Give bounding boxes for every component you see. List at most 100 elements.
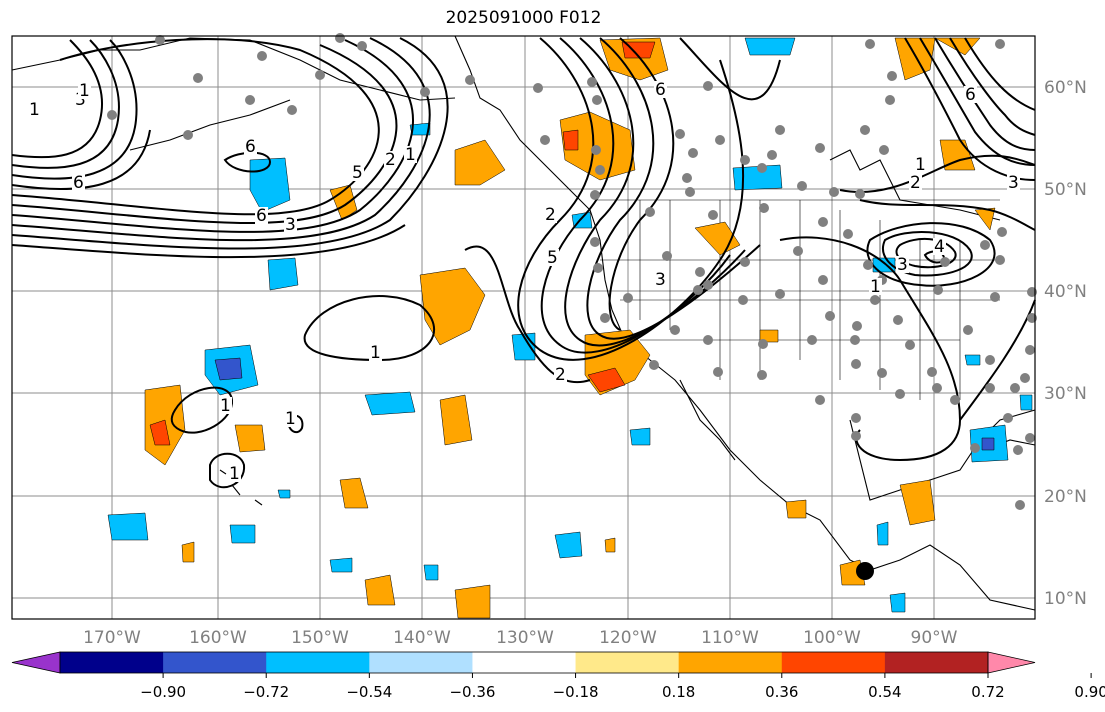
longitude-label: 140°W [393, 628, 451, 648]
contour-label: 1 [915, 155, 926, 175]
contour-label: 1 [79, 81, 90, 101]
contour-label: 3 [1008, 173, 1019, 193]
colorbar-tick-label: −0.54 [346, 683, 392, 701]
longitude-label: 130°W [496, 628, 554, 648]
contour-label-bg [284, 410, 297, 427]
storm-center-marker [856, 562, 874, 580]
contour-label-bg [219, 397, 232, 414]
contour-label: 1 [285, 409, 296, 429]
contour-label: 4 [934, 237, 945, 257]
colorbar-segment [472, 652, 577, 673]
latitude-label: 40°N [1044, 282, 1087, 302]
latitude-label: 60°N [1044, 78, 1087, 98]
colorbar-segment [678, 652, 783, 673]
contour-label-bg [933, 238, 946, 255]
colorbar-extend-high [987, 651, 1036, 674]
contour-label-bg [28, 101, 41, 118]
contour-label: 3 [285, 215, 296, 235]
longitude-label: 160°W [189, 628, 247, 648]
longitude-label: 150°W [291, 628, 349, 648]
contour-label: 3 [655, 270, 666, 290]
latitude-label: 10°N [1044, 589, 1087, 609]
contour-label-bg [284, 216, 297, 233]
contour-label-bg [1007, 174, 1020, 191]
colorbar-tick-label: −0.36 [449, 683, 495, 701]
station-markers [107, 33, 1037, 510]
contour-label-bg [255, 207, 268, 224]
graticule [12, 36, 1035, 619]
contour-label: 5 [547, 248, 558, 268]
contour-label-bg [869, 278, 882, 295]
latitude-label: 30°N [1044, 384, 1087, 404]
colorbar-tick-label: −0.72 [243, 683, 289, 701]
colorbar-segment [575, 652, 680, 673]
colorbar-tick-label: 0.90 [1074, 683, 1105, 701]
colorbar-segment [369, 652, 473, 673]
colorbar-tick-label: −0.90 [140, 683, 186, 701]
contour-label-bg [654, 271, 667, 288]
contour-label: 2 [555, 365, 566, 385]
latitude-label: 20°N [1044, 487, 1087, 507]
contour-label: 2 [385, 150, 396, 170]
colorbar-segment [266, 652, 370, 673]
contour-label: 1 [870, 277, 881, 297]
longitude-label: 170°W [83, 628, 141, 648]
contour-label: 2 [910, 173, 921, 193]
contour-label-bg [244, 138, 257, 155]
contour-label: 6 [256, 206, 267, 226]
contour-label-bg [909, 174, 922, 191]
colorbar [11, 651, 1036, 674]
colorbar-tick-labels: −0.90 −0.72 −0.54 −0.36 −0.18 0.18 0.36 0.54 0.7… [140, 673, 1105, 701]
contour-label: 6 [655, 80, 666, 100]
contour-label: 5 [352, 163, 363, 183]
plot-title: 2025091000 F012 [445, 8, 602, 28]
contour-label-bg [896, 256, 909, 273]
contour-label-bg [351, 164, 364, 181]
colorbar-segment [163, 652, 267, 673]
colorbar-tick-label: 0.36 [765, 683, 798, 701]
longitude-label: 110°W [701, 628, 759, 648]
colorbar-tick-label: −0.18 [553, 683, 599, 701]
contour-label-bg [228, 465, 241, 482]
contour-label-bg [404, 146, 417, 163]
contour-label: 1 [405, 145, 416, 165]
latitude-label: 50°N [1044, 180, 1087, 200]
contour-label-bg [546, 249, 559, 266]
longitude-label: 90°W [911, 628, 958, 648]
contour-label-bg [544, 206, 557, 223]
contour-label-bg [654, 81, 667, 98]
contour-label: 2 [545, 205, 556, 225]
contour-label-bg [78, 82, 91, 99]
colorbar-segment [781, 652, 886, 673]
longitude-labels: 170°W 160°W 150°W 140°W 130°W 120°W 110°W 100°W… [83, 628, 958, 648]
colorbar-tick-label: 0.18 [662, 683, 695, 701]
contour-label-bg [384, 151, 397, 168]
longitude-label: 120°W [599, 628, 657, 648]
colorbar-tick-label: 0.54 [868, 683, 901, 701]
contour-label-bg [72, 174, 85, 191]
longitude-label: 100°W [803, 628, 861, 648]
colorbar-segment [884, 652, 989, 673]
contour-label: 3 [897, 255, 908, 275]
colorbar-segment [60, 652, 164, 673]
contour-label-bg [964, 86, 977, 103]
contour-label: 1 [229, 464, 240, 484]
contour-label: 3 [75, 90, 86, 110]
contour-label: 6 [73, 173, 84, 193]
state-borders [595, 199, 1000, 400]
contour-label: 6 [245, 137, 256, 157]
contour-label: 1 [370, 343, 381, 363]
colorbar-tick-label: 0.72 [971, 683, 1004, 701]
latitude-labels: 60°N 50°N 40°N 30°N 20°N 10°N [1044, 78, 1087, 609]
contour-label-bg [554, 366, 567, 383]
contour-label-bg [369, 344, 382, 361]
map-frame [11, 35, 1036, 620]
contour-label: 6 [965, 85, 976, 105]
contour-label: 1 [220, 396, 231, 416]
colorbar-extend-low [11, 651, 61, 674]
contour-lines [11, 37, 1036, 489]
contour-label-bg [914, 156, 927, 173]
contour-label: 1 [29, 100, 40, 120]
